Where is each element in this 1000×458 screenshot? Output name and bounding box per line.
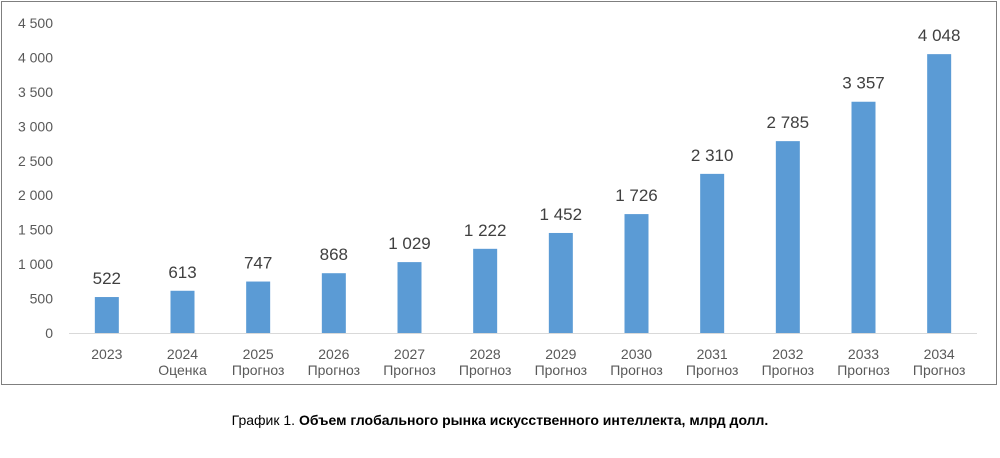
x-tick-label: Прогноз xyxy=(837,362,890,378)
data-label: 3 357 xyxy=(842,74,885,93)
chart-frame: 0 500 1 000 1 500 2 000 2 500 3 000 3 500 4 000 4… xyxy=(1,1,997,385)
x-tick-label: Оценка xyxy=(158,362,207,378)
x-tick-label: 2024 xyxy=(167,346,198,362)
x-tick-label: 2023 xyxy=(91,346,122,362)
x-tick-label: Прогноз xyxy=(232,362,285,378)
bar-chart: 0 500 1 000 1 500 2 000 2 500 3 000 3 500 4 000 4… xyxy=(18,15,977,378)
x-tick-label: Прогноз xyxy=(913,362,966,378)
data-label: 4 048 xyxy=(918,26,961,45)
x-tick-label: 2033 xyxy=(848,346,879,362)
y-tick-label: 500 xyxy=(30,291,54,307)
x-tick-label: 2028 xyxy=(470,346,501,362)
bar xyxy=(170,290,195,333)
y-tick-label: 1 000 xyxy=(18,256,53,272)
x-tick-label: Прогноз xyxy=(610,362,663,378)
x-tick-label: Прогноз xyxy=(383,362,436,378)
bar xyxy=(851,101,876,334)
y-tick-label: 3 000 xyxy=(18,118,53,134)
x-tick-label: 2029 xyxy=(545,346,576,362)
x-tick-label: Прогноз xyxy=(308,362,361,378)
y-tick-label: 0 xyxy=(45,325,53,341)
x-tick-label: 2032 xyxy=(772,346,803,362)
data-label: 1 222 xyxy=(464,221,507,240)
chart-caption: График 1. Объем глобального рынка искусс… xyxy=(0,412,1000,428)
bar xyxy=(397,262,422,333)
caption-prefix: График 1. xyxy=(231,412,299,428)
data-label: 1 726 xyxy=(615,186,658,205)
data-label: 1 452 xyxy=(540,205,583,224)
data-label: 868 xyxy=(320,245,348,264)
y-tick-label: 4 000 xyxy=(18,49,53,65)
data-label: 2 310 xyxy=(691,146,734,165)
bar xyxy=(927,54,952,333)
data-label: 522 xyxy=(93,269,121,288)
y-tick-label: 2 000 xyxy=(18,187,53,203)
x-tick-label: Прогноз xyxy=(762,362,815,378)
bar xyxy=(548,232,573,333)
x-tick-label: Прогноз xyxy=(686,362,739,378)
data-label: 613 xyxy=(168,263,196,282)
x-tick-label: 2034 xyxy=(924,346,955,362)
data-label: 2 785 xyxy=(767,113,810,132)
bar xyxy=(775,141,800,333)
y-tick-label: 1 500 xyxy=(18,222,53,238)
bar xyxy=(246,281,271,333)
x-tick-label: 2027 xyxy=(394,346,425,362)
x-tick-label: 2031 xyxy=(697,346,728,362)
data-label: 747 xyxy=(244,254,272,273)
y-tick-label: 4 500 xyxy=(18,15,53,31)
y-tick-label: 3 500 xyxy=(18,84,53,100)
x-tick-label: 2030 xyxy=(621,346,652,362)
bar xyxy=(473,248,498,333)
x-tick-label: 2025 xyxy=(243,346,274,362)
bar xyxy=(94,297,119,333)
y-tick-label: 2 500 xyxy=(18,153,53,169)
x-tick-label: Прогноз xyxy=(535,362,588,378)
bar xyxy=(700,173,725,333)
x-tick-label: Прогноз xyxy=(459,362,512,378)
bar xyxy=(321,273,346,333)
x-tick-label: 2026 xyxy=(318,346,349,362)
data-label: 1 029 xyxy=(388,234,431,253)
caption-title: Объем глобального рынка искусственного и… xyxy=(298,412,769,428)
bar xyxy=(624,214,649,333)
